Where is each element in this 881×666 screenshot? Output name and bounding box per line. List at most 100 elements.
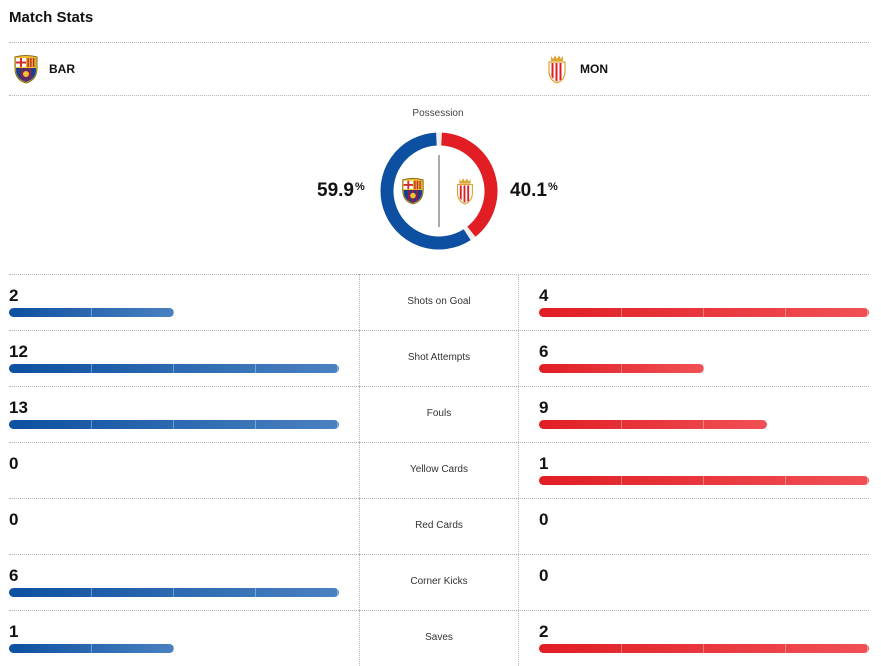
page-title: Match Stats bbox=[9, 9, 94, 26]
divider bbox=[9, 42, 869, 43]
away-stat-value: 0 bbox=[539, 510, 549, 529]
away-stat-bar bbox=[539, 476, 869, 485]
home-possession-arc bbox=[380, 132, 471, 250]
possession-label: Possession bbox=[412, 108, 464, 119]
column-divider bbox=[359, 554, 360, 610]
home-stat-bar bbox=[9, 420, 339, 429]
away-stat-value: 2 bbox=[539, 622, 549, 641]
home-stat-bar bbox=[9, 308, 174, 317]
stat-label: Corner Kicks bbox=[410, 576, 468, 587]
bar-segment-divider bbox=[703, 364, 704, 373]
home-stat-value: 0 bbox=[9, 510, 19, 529]
bar-segment-divider bbox=[703, 308, 704, 317]
stat-label: Fouls bbox=[426, 408, 452, 419]
stat-row: 0 Red Cards 0 bbox=[9, 498, 869, 554]
column-divider bbox=[518, 610, 519, 666]
possession-donut-chart bbox=[380, 132, 498, 250]
monaco-crest-icon bbox=[456, 178, 473, 205]
bar-segment-divider bbox=[867, 308, 868, 317]
bar-segment-divider bbox=[173, 364, 174, 373]
bar-segment-divider bbox=[255, 588, 256, 597]
bar-segment-divider bbox=[867, 644, 868, 653]
bar-segment-divider bbox=[173, 588, 174, 597]
away-stat-bar bbox=[539, 644, 869, 653]
bar-segment-divider bbox=[91, 588, 92, 597]
stats-table: 2 Shots on Goal 4 12 Shot Attempts 6 13 Fouls 9 0… bbox=[9, 274, 869, 666]
stat-label: Yellow Cards bbox=[410, 464, 468, 475]
bar-segment-divider bbox=[867, 476, 868, 485]
stat-row: 13 Fouls 9 bbox=[9, 386, 869, 442]
away-possession-unit: % bbox=[547, 181, 558, 193]
bar-segment-divider bbox=[703, 420, 704, 429]
away-team-abbr: MON bbox=[580, 62, 608, 76]
home-stat-value: 2 bbox=[9, 286, 19, 305]
barcelona-crest-icon bbox=[402, 177, 424, 205]
bar-segment-divider bbox=[91, 364, 92, 373]
away-stat-value: 0 bbox=[539, 566, 549, 585]
home-team-abbr: BAR bbox=[49, 62, 75, 76]
away-stat-value: 4 bbox=[539, 286, 549, 305]
column-divider bbox=[359, 498, 360, 554]
row-divider bbox=[9, 386, 869, 387]
column-divider bbox=[359, 442, 360, 498]
home-stat-bar bbox=[9, 644, 174, 653]
bar-segment-divider bbox=[621, 308, 622, 317]
bar-segment-divider bbox=[173, 644, 174, 653]
bar-segment-divider bbox=[337, 364, 338, 373]
column-divider bbox=[518, 498, 519, 554]
column-divider bbox=[518, 554, 519, 610]
bar-segment-divider bbox=[621, 420, 622, 429]
stat-row: 12 Shot Attempts 6 bbox=[9, 330, 869, 386]
bar-segment-divider bbox=[703, 644, 704, 653]
stat-label: Saves bbox=[425, 632, 453, 643]
home-possession-unit: % bbox=[354, 181, 365, 193]
bar-segment-divider bbox=[785, 644, 786, 653]
barcelona-crest-icon bbox=[14, 55, 38, 84]
home-stat-value: 13 bbox=[9, 398, 28, 417]
column-divider bbox=[518, 330, 519, 386]
stat-row: 1 Saves 2 bbox=[9, 610, 869, 666]
stat-label: Red Cards bbox=[415, 520, 463, 531]
bar-segment-divider bbox=[173, 420, 174, 429]
home-stat-value: 12 bbox=[9, 342, 28, 361]
column-divider bbox=[518, 442, 519, 498]
column-divider bbox=[359, 610, 360, 666]
away-possession-value: 40.1% bbox=[510, 180, 558, 202]
bar-segment-divider bbox=[91, 644, 92, 653]
column-divider bbox=[359, 330, 360, 386]
away-stat-value: 1 bbox=[539, 454, 549, 473]
monaco-crest-icon bbox=[548, 55, 566, 84]
bar-segment-divider bbox=[91, 420, 92, 429]
bar-segment-divider bbox=[255, 420, 256, 429]
away-stat-bar bbox=[539, 308, 869, 317]
row-divider bbox=[9, 498, 869, 499]
stat-row: 0 Yellow Cards 1 bbox=[9, 442, 869, 498]
home-stat-bar bbox=[9, 588, 339, 597]
row-divider bbox=[9, 330, 869, 331]
column-divider bbox=[518, 274, 519, 330]
bar-segment-divider bbox=[255, 364, 256, 373]
row-divider bbox=[9, 274, 869, 275]
home-stat-value: 0 bbox=[9, 454, 19, 473]
bar-segment-divider bbox=[703, 476, 704, 485]
home-team-header: BAR bbox=[11, 54, 75, 84]
home-stat-bar bbox=[9, 364, 339, 373]
row-divider bbox=[9, 442, 869, 443]
bar-segment-divider bbox=[173, 308, 174, 317]
home-stat-value: 6 bbox=[9, 566, 19, 585]
row-divider bbox=[9, 610, 869, 611]
stat-label: Shots on Goal bbox=[407, 296, 471, 307]
away-stat-bar bbox=[539, 364, 704, 373]
column-divider bbox=[359, 274, 360, 330]
away-stat-bar bbox=[539, 420, 767, 429]
bar-segment-divider bbox=[337, 420, 338, 429]
stat-row: 2 Shots on Goal 4 bbox=[9, 274, 869, 330]
home-stat-value: 1 bbox=[9, 622, 19, 641]
away-team-header: MON bbox=[542, 54, 608, 84]
bar-segment-divider bbox=[621, 644, 622, 653]
row-divider bbox=[9, 554, 869, 555]
away-possession-arc bbox=[441, 132, 498, 237]
home-possession-number: 59.9 bbox=[317, 180, 354, 201]
bar-segment-divider bbox=[337, 588, 338, 597]
column-divider bbox=[359, 386, 360, 442]
